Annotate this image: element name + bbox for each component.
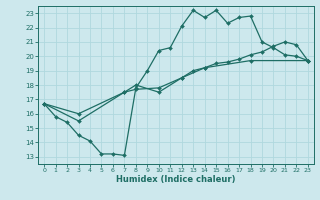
X-axis label: Humidex (Indice chaleur): Humidex (Indice chaleur) xyxy=(116,175,236,184)
